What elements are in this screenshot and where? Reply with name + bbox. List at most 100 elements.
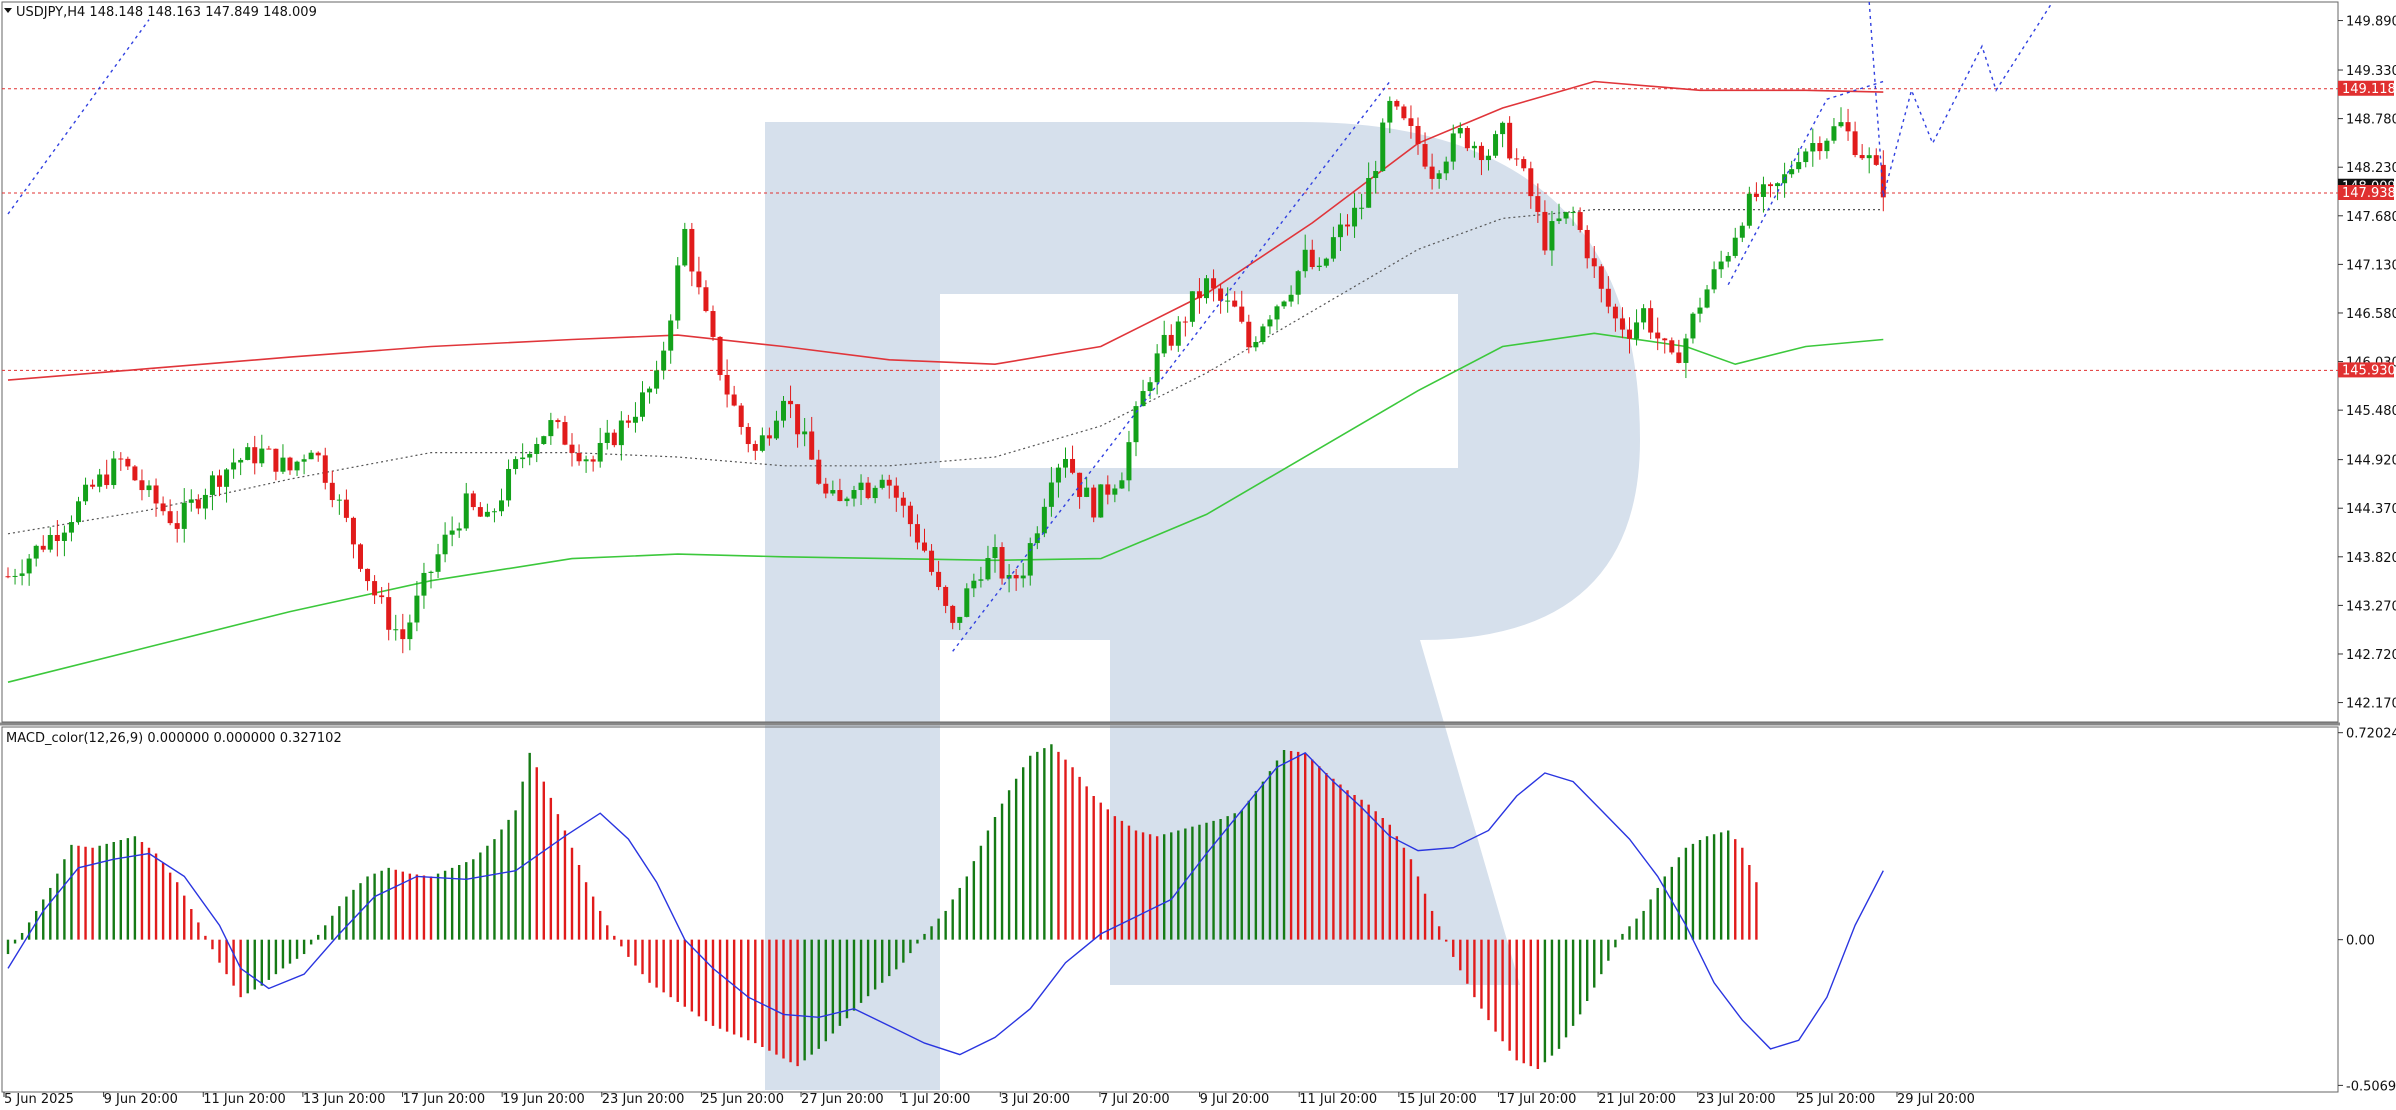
candle-body — [97, 474, 103, 487]
candle-body — [428, 571, 434, 573]
price-level-label: 147.938 — [2342, 186, 2396, 201]
candle-body — [1366, 178, 1372, 208]
candle-body — [1634, 322, 1640, 339]
candle-body — [442, 534, 448, 555]
candle-body — [907, 505, 913, 525]
time-tick-label: 23 Jul 20:00 — [1698, 1092, 1776, 1107]
candles — [5, 96, 1886, 654]
candle-body — [759, 435, 765, 451]
symbol-header: USDJPY,H4 148.148 148.163 147.849 148.00… — [16, 5, 317, 20]
candle-body — [1859, 155, 1865, 159]
macd-signal-line — [7, 752, 1884, 1056]
candle-body — [1775, 183, 1781, 187]
candle-body — [640, 392, 645, 417]
candle-body — [1380, 122, 1386, 172]
price-tick-label: 149.330 — [2346, 64, 2396, 79]
candle-body — [1591, 258, 1597, 267]
candle-body — [393, 629, 399, 631]
candle-body — [1204, 278, 1209, 299]
candle-body — [900, 497, 906, 506]
candle-body — [1218, 288, 1224, 301]
candle-body — [1330, 237, 1336, 259]
candle-body — [1112, 488, 1118, 495]
candle-body — [1493, 134, 1499, 156]
watermark-shape — [765, 122, 1640, 1090]
candle-body — [407, 622, 413, 640]
candle-body — [1041, 506, 1047, 534]
candle-body — [273, 448, 279, 472]
time-tick-label: 27 Jun 20:00 — [801, 1092, 884, 1107]
candle-body — [837, 490, 843, 502]
candle-body — [329, 482, 335, 501]
candle-body — [1119, 480, 1125, 489]
candle-body — [1507, 122, 1513, 159]
candle-body — [61, 532, 67, 541]
candle-body — [1845, 122, 1851, 132]
candle-body — [1676, 352, 1682, 363]
candle-body — [1048, 482, 1054, 507]
candle-body — [1274, 306, 1280, 320]
candle-body — [90, 484, 96, 487]
candle-body — [971, 580, 977, 589]
candle-body — [1697, 307, 1703, 314]
candle-body — [1500, 122, 1506, 135]
candle-body — [1175, 321, 1181, 346]
candle-body — [1387, 100, 1393, 123]
candle-body — [1027, 543, 1033, 576]
candle-body — [1443, 161, 1449, 174]
candle-body — [964, 588, 970, 617]
candle-body — [68, 522, 74, 533]
candle-body — [499, 500, 504, 512]
candle-body — [865, 482, 871, 499]
candle-body — [1641, 308, 1647, 323]
candle-body — [195, 499, 201, 509]
candle-body — [1168, 334, 1174, 346]
candle-body — [1838, 122, 1844, 127]
forecast-line — [1727, 80, 1884, 286]
candle-body — [1098, 484, 1104, 518]
candle-body — [118, 458, 124, 460]
candle-body — [1648, 308, 1654, 333]
candle-body — [1831, 126, 1837, 141]
candle-body — [802, 431, 808, 435]
candle-body — [1436, 173, 1442, 179]
candle-body — [491, 511, 497, 513]
candle-body — [611, 432, 617, 446]
candle-body — [1211, 278, 1217, 289]
candle-body — [745, 426, 751, 445]
candle-body — [943, 586, 949, 606]
candle-body — [675, 265, 681, 321]
candle-body — [372, 581, 378, 596]
macd-tick-label: 0.00 — [2346, 934, 2375, 949]
chevron-down-icon[interactable] — [4, 8, 12, 13]
price-tick-label: 143.270 — [2346, 599, 2396, 614]
candle-body — [40, 545, 46, 550]
candle-body — [1253, 341, 1259, 348]
candle-body — [83, 484, 89, 502]
candle-body — [682, 228, 688, 266]
candle-body — [1873, 155, 1879, 165]
candle-body — [111, 458, 117, 486]
candle-body — [618, 420, 624, 446]
candle-body — [1309, 249, 1315, 267]
candle-body — [224, 469, 230, 487]
candle-body — [1429, 166, 1435, 179]
time-tick-label: 25 Jul 20:00 — [1797, 1092, 1875, 1107]
candle-body — [125, 458, 131, 467]
candle-body — [1627, 329, 1632, 339]
candle-body — [217, 475, 222, 487]
candle-body — [456, 528, 462, 531]
candle-body — [1246, 321, 1252, 348]
price-tick-label: 145.480 — [2346, 404, 2396, 419]
candle-body — [26, 558, 32, 574]
candle-body — [527, 453, 533, 458]
candle-body — [188, 499, 194, 503]
candle-body — [710, 311, 716, 337]
candle-body — [936, 571, 942, 587]
candle-body — [1789, 169, 1795, 175]
candle-body — [146, 485, 152, 491]
forecast-line — [952, 81, 1391, 652]
macd-tick-label: 0.720245 — [2346, 727, 2396, 742]
candle-body — [1154, 353, 1160, 383]
